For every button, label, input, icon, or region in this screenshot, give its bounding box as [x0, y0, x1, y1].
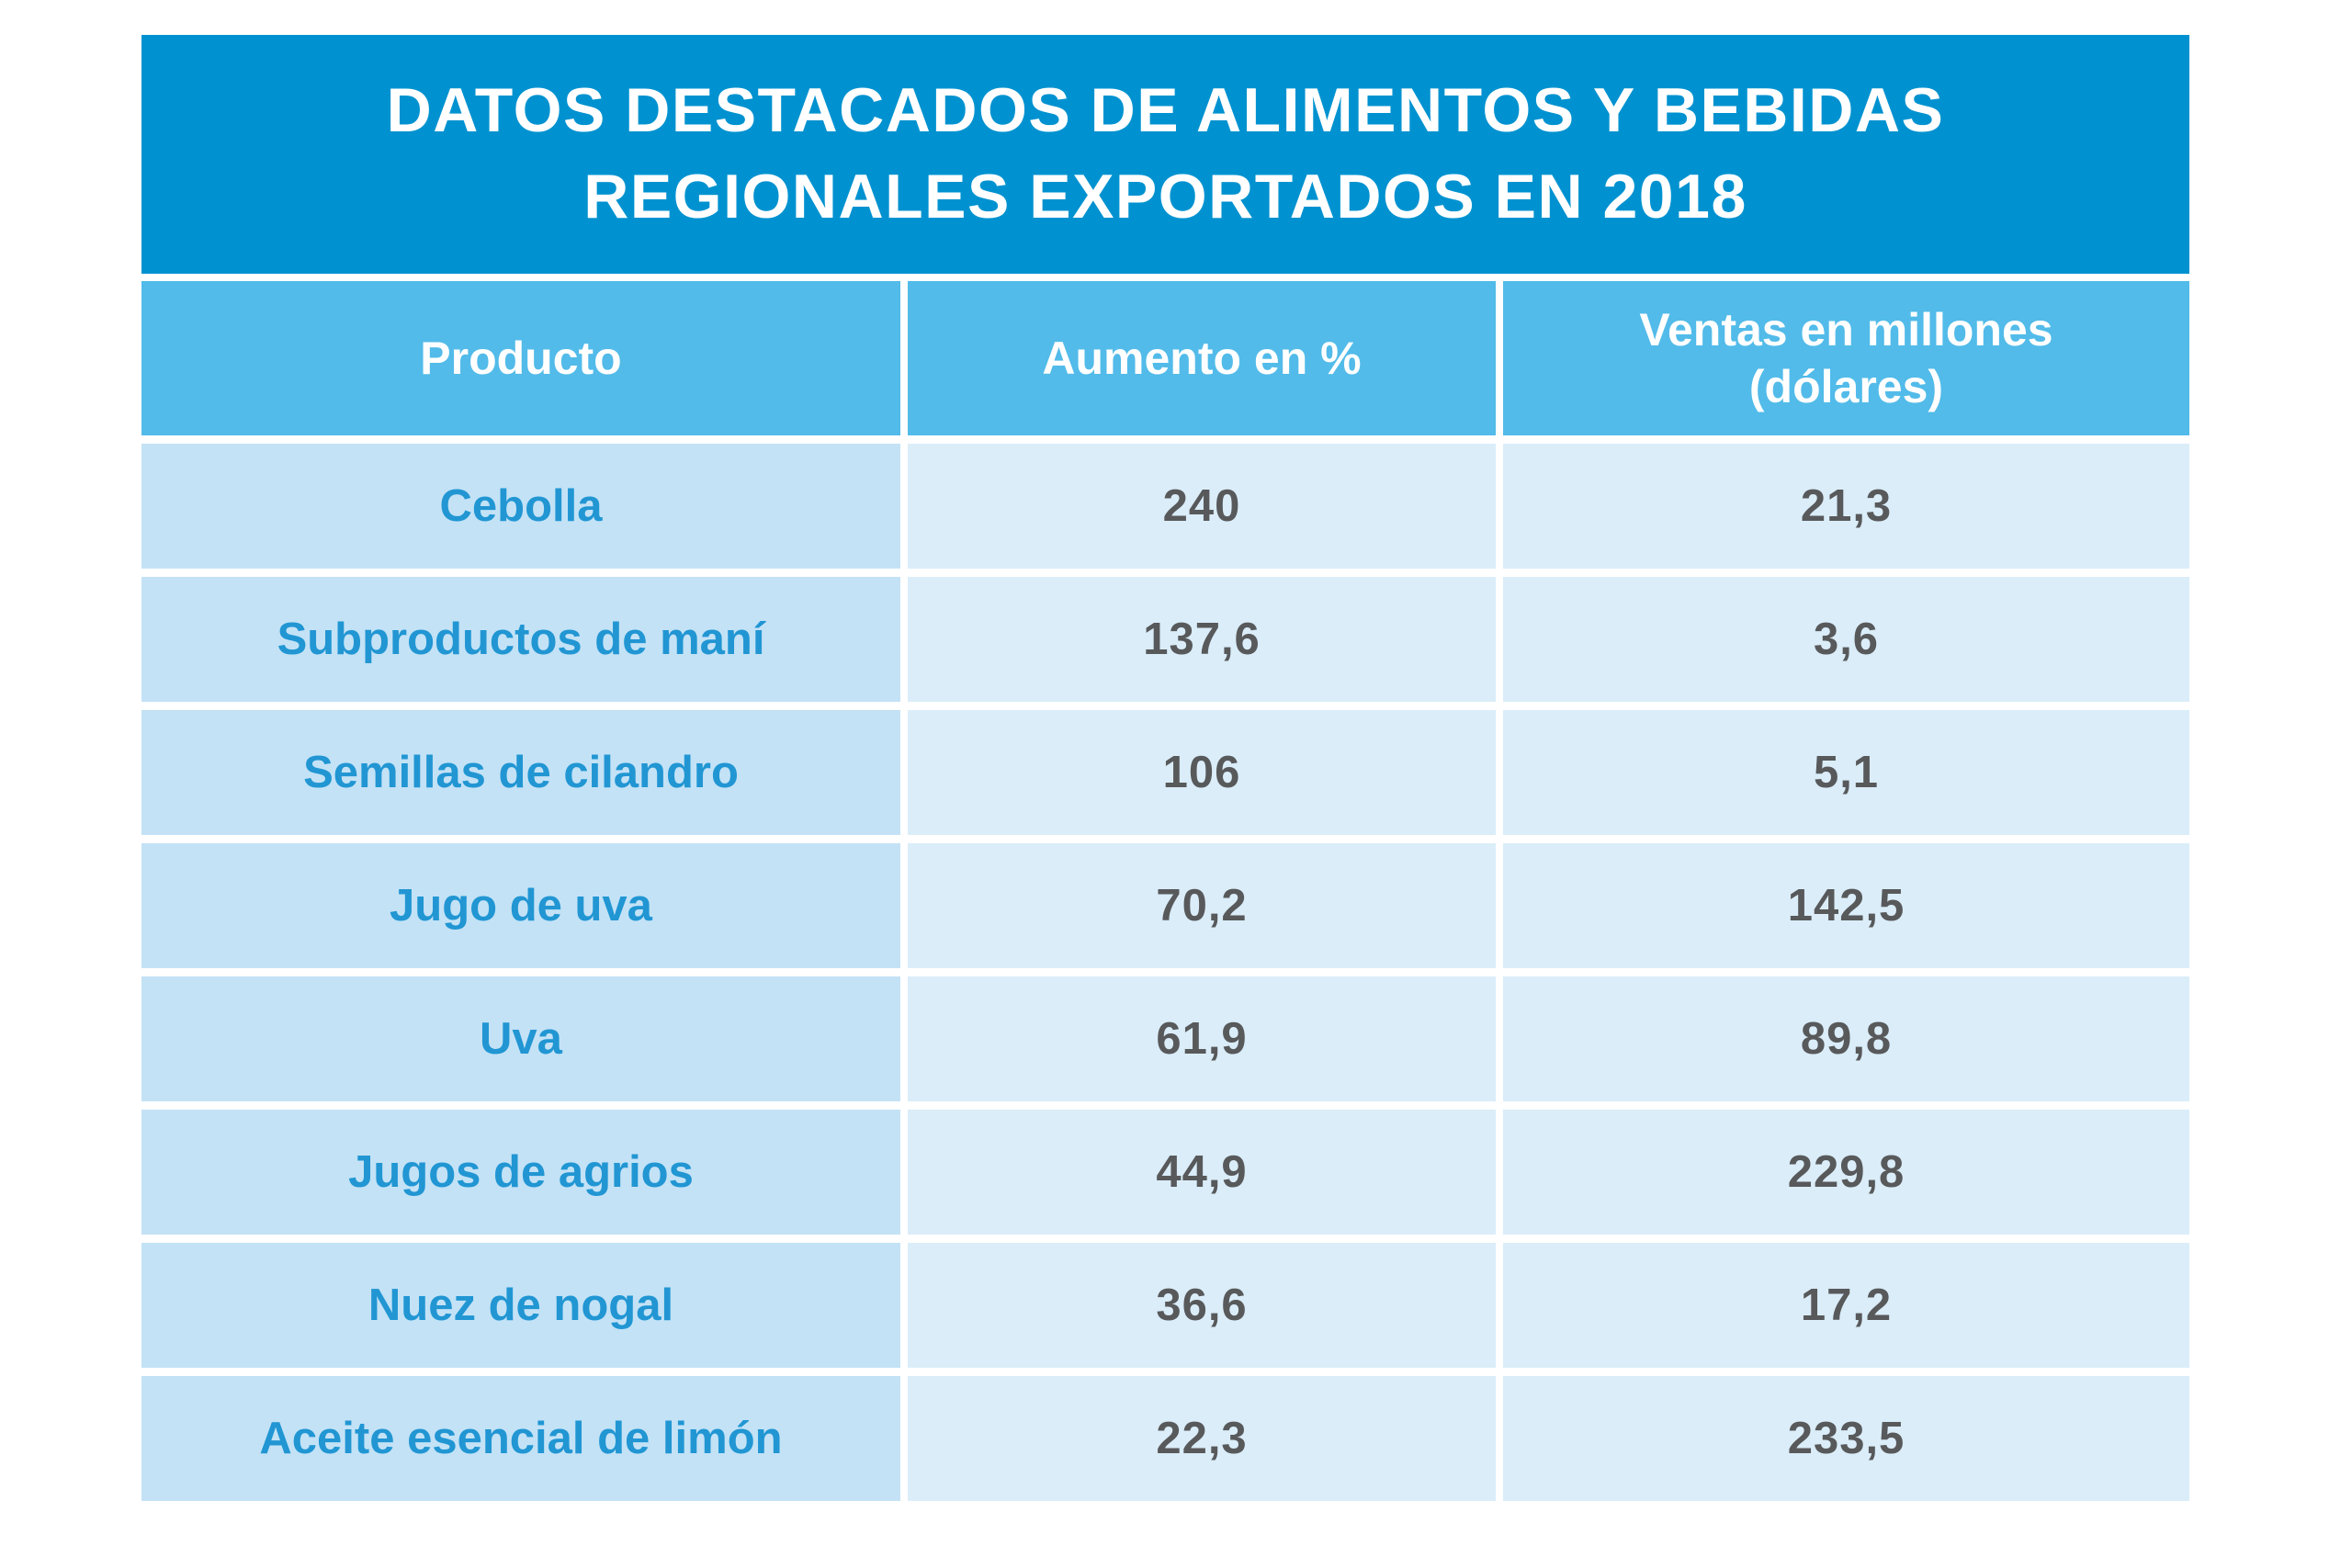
export-data-table: DATOS DESTACADOS DE ALIMENTOS Y BEBIDAS …	[141, 35, 2189, 1501]
ventas-cell: 17,2	[1503, 1243, 2189, 1368]
ventas-cell: 21,3	[1503, 444, 2189, 569]
ventas-cell: 89,8	[1503, 976, 2189, 1101]
product-cell: Nuez de nogal	[141, 1243, 900, 1368]
aumento-cell: 137,6	[908, 577, 1496, 702]
table-grid: Producto Aumento en % Ventas en millones…	[141, 281, 2189, 1501]
aumento-cell: 44,9	[908, 1110, 1496, 1235]
aumento-cell: 70,2	[908, 843, 1496, 968]
product-cell: Semillas de cilandro	[141, 710, 900, 835]
aumento-cell: 61,9	[908, 976, 1496, 1101]
ventas-cell: 229,8	[1503, 1110, 2189, 1235]
ventas-cell: 3,6	[1503, 577, 2189, 702]
column-header-aumento: Aumento en %	[908, 281, 1496, 435]
table-title-line2: REGIONALES EXPORTADOS EN 2018	[583, 162, 1747, 231]
product-cell: Jugo de uva	[141, 843, 900, 968]
column-header-ventas: Ventas en millones (dólares)	[1503, 281, 2189, 435]
product-cell: Aceite esencial de limón	[141, 1376, 900, 1501]
aumento-cell: 22,3	[908, 1376, 1496, 1501]
ventas-cell: 5,1	[1503, 710, 2189, 835]
table-title: DATOS DESTACADOS DE ALIMENTOS Y BEBIDAS …	[141, 35, 2189, 274]
ventas-cell: 142,5	[1503, 843, 2189, 968]
column-header-producto: Producto	[141, 281, 900, 435]
product-cell: Uva	[141, 976, 900, 1101]
aumento-cell: 106	[908, 710, 1496, 835]
product-cell: Jugos de agrios	[141, 1110, 900, 1235]
table-title-line1: DATOS DESTACADOS DE ALIMENTOS Y BEBIDAS	[386, 75, 1945, 146]
product-cell: Cebolla	[141, 444, 900, 569]
aumento-cell: 240	[908, 444, 1496, 569]
aumento-cell: 36,6	[908, 1243, 1496, 1368]
ventas-cell: 233,5	[1503, 1376, 2189, 1501]
product-cell: Subproductos de maní	[141, 577, 900, 702]
